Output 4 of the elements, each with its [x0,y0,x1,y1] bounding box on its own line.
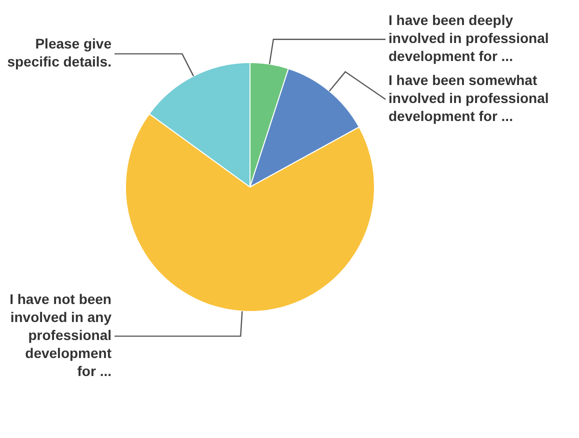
slice-label: I have not been involved in any professional development for ... [10,291,112,380]
slice-label: I have been deeply involved in professional development for ... [388,12,549,64]
slice-label: I have been somewhat involved in professional development for ... [388,72,549,124]
slice-label: Please give specific details. [7,36,112,70]
